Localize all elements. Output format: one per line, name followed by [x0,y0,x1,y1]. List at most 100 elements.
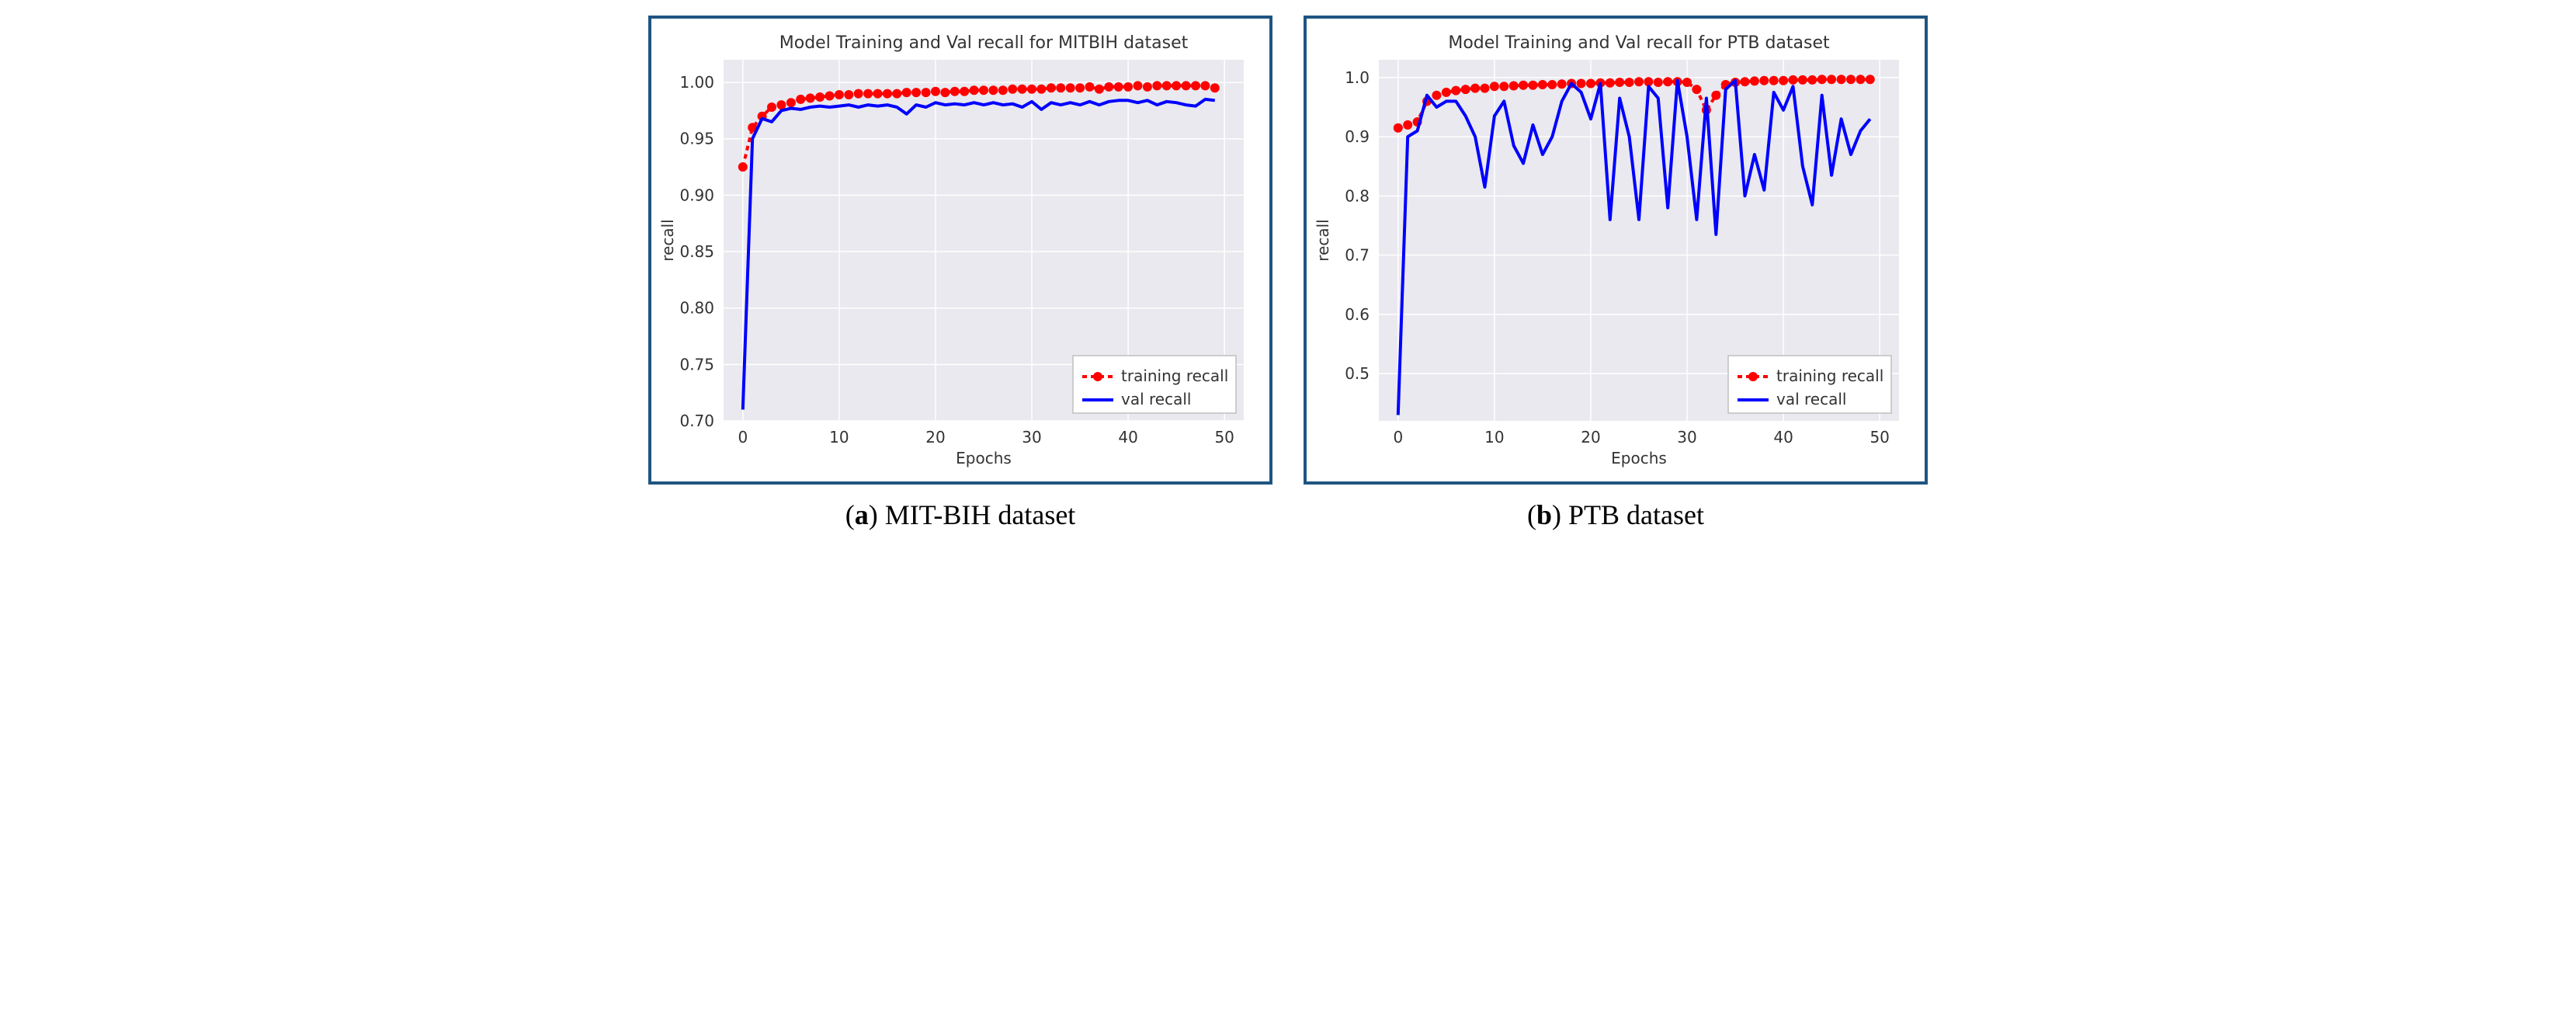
series-marker [863,89,873,99]
chart-svg: 010203040500.50.60.70.80.91.0Epochsrecal… [1313,25,1918,475]
y-tick-label: 0.5 [1345,364,1370,383]
legend-label: val recall [1121,390,1191,408]
y-tick-label: 0.70 [679,412,714,430]
legend-label: training recall [1121,367,1228,385]
x-tick-label: 0 [1393,428,1403,446]
y-axis-label: recall [658,219,677,261]
series-marker [835,90,844,99]
series-marker [1075,83,1085,92]
series-marker [970,85,979,95]
series-marker [931,87,940,96]
series-marker [815,92,825,102]
x-tick-label: 20 [1581,428,1600,446]
series-marker [1210,83,1220,92]
chart-svg: 010203040500.700.750.800.850.900.951.00E… [658,25,1263,475]
series-marker [1692,85,1701,94]
series-marker [1654,78,1663,87]
series-marker [1529,81,1538,90]
series-marker [1789,75,1798,85]
series-marker [1615,78,1624,87]
series-marker [1172,81,1181,90]
legend-swatch-marker [1093,372,1102,381]
series-marker [1008,85,1017,94]
series-marker [1470,84,1480,93]
series-marker [767,102,776,112]
series-marker [1442,88,1451,97]
series-marker [806,93,815,102]
series-marker [892,89,901,99]
y-tick-label: 0.7 [1345,246,1370,265]
series-marker [1114,82,1123,92]
series-marker [1056,83,1065,92]
legend-label: val recall [1776,390,1846,408]
series-marker [1085,82,1095,92]
series-marker [1200,81,1210,90]
caption-label: PTB dataset [1568,499,1704,530]
series-marker [1123,82,1133,92]
series-marker [1095,85,1104,94]
series-marker [1461,85,1470,94]
series-marker [1866,75,1875,84]
series-marker [1759,76,1769,85]
caption-letter: b [1536,499,1552,530]
figure-container: 010203040500.700.750.800.850.900.951.00E… [16,16,2560,531]
series-marker [922,88,931,97]
series-marker [1634,77,1644,86]
series-marker [1779,76,1788,85]
chart-title: Model Training and Val recall for PTB da… [1448,33,1830,53]
series-marker [1036,85,1046,94]
series-marker [1606,78,1615,88]
series-marker [902,88,911,97]
series-marker [1682,78,1692,87]
series-marker [1586,79,1595,89]
x-tick-label: 50 [1214,428,1234,446]
series-marker [1547,80,1557,89]
series-marker [1741,77,1750,86]
panel-mitbih: 010203040500.700.750.800.850.900.951.00E… [648,16,1272,531]
series-marker [1104,82,1113,92]
series-marker [1451,86,1460,96]
legend-label: training recall [1776,367,1883,385]
legend-swatch-marker [1748,372,1758,381]
series-marker [1856,75,1865,84]
x-axis-label: Epochs [1611,449,1667,467]
x-tick-label: 30 [1022,428,1041,446]
caption-label: MIT-BIH dataset [885,499,1076,530]
series-marker [1191,81,1200,90]
panel-ptb: 010203040500.50.60.70.80.91.0Epochsrecal… [1304,16,1928,531]
series-marker [1432,91,1441,100]
y-tick-label: 0.90 [679,186,714,204]
series-marker [1577,79,1586,89]
chart-frame: 010203040500.50.60.70.80.91.0Epochsrecal… [1304,16,1928,485]
y-tick-label: 0.8 [1345,186,1370,205]
series-marker [1663,77,1672,86]
y-tick-label: 0.80 [679,299,714,318]
series-marker [738,162,748,172]
series-marker [1538,80,1547,89]
chart-title: Model Training and Val recall for MITBIH… [779,33,1189,53]
series-marker [1625,78,1634,87]
series-marker [883,89,892,99]
series-marker [988,85,998,95]
y-tick-label: 0.9 [1345,127,1370,146]
series-marker [844,90,853,99]
y-tick-label: 0.85 [679,242,714,261]
series-marker [1827,75,1836,84]
x-tick-label: 30 [1677,428,1696,446]
series-marker [1499,82,1508,91]
y-tick-label: 0.75 [679,355,714,374]
series-marker [1509,82,1519,91]
series-marker [1711,91,1720,100]
series-marker [1846,75,1856,84]
series-marker [1152,81,1161,90]
series-marker [960,87,969,96]
series-marker [1066,83,1075,92]
series-marker [1807,75,1817,85]
series-marker [998,85,1008,95]
series-marker [776,100,786,109]
x-tick-label: 40 [1773,428,1793,446]
series-marker [796,95,805,104]
series-marker [1557,79,1567,89]
y-tick-label: 0.6 [1345,305,1370,324]
series-marker [1182,81,1191,90]
